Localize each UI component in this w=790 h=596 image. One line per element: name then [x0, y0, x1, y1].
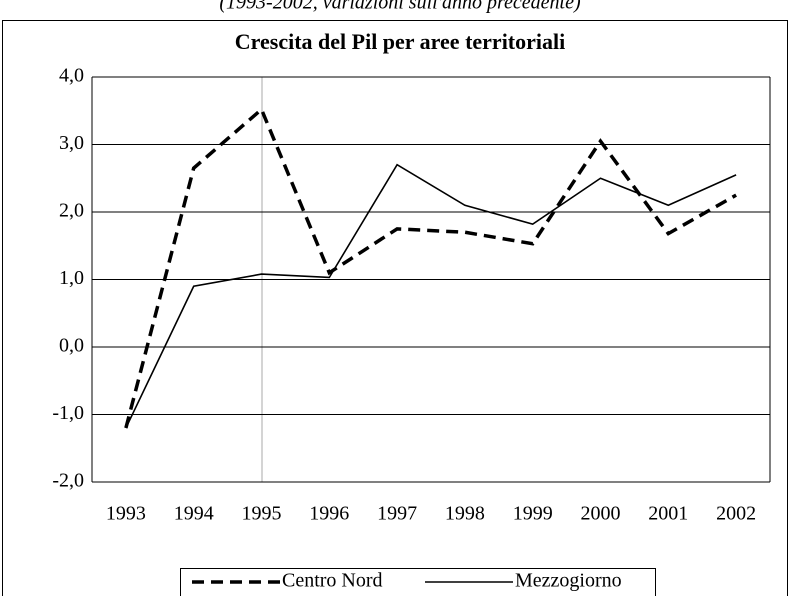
legend-label: Mezzogiorno [515, 570, 622, 592]
chart-subtitle: (1993-2002, variazioni sull'anno precede… [219, 0, 581, 14]
x-tick-label: 2002 [716, 503, 756, 525]
chart-frame [2, 20, 788, 596]
y-tick-label: 1,0 [59, 267, 84, 289]
x-tick-label: 1994 [174, 503, 214, 525]
y-tick-label: 0,0 [59, 335, 84, 357]
x-tick-label: 1995 [242, 503, 282, 525]
x-tick-label: 1993 [106, 503, 146, 525]
x-tick-label: 1996 [309, 503, 349, 525]
y-tick-label: 2,0 [59, 200, 84, 222]
x-tick-label: 1998 [445, 503, 485, 525]
legend-label: Centro Nord [282, 570, 383, 592]
y-tick-label: -1,0 [52, 402, 84, 424]
x-tick-label: 1999 [513, 503, 553, 525]
y-tick-label: 4,0 [59, 65, 84, 87]
series-line [125, 163, 737, 429]
x-tick-label: 2000 [581, 503, 621, 525]
y-tick-label: 3,0 [59, 132, 84, 154]
x-tick-label: 2001 [648, 503, 688, 525]
chart-title: Crescita del Pil per aree territoriali [235, 29, 565, 54]
x-tick-label: 1997 [377, 503, 417, 525]
y-tick-label: -2,0 [52, 470, 84, 492]
series-line [124, 106, 737, 429]
